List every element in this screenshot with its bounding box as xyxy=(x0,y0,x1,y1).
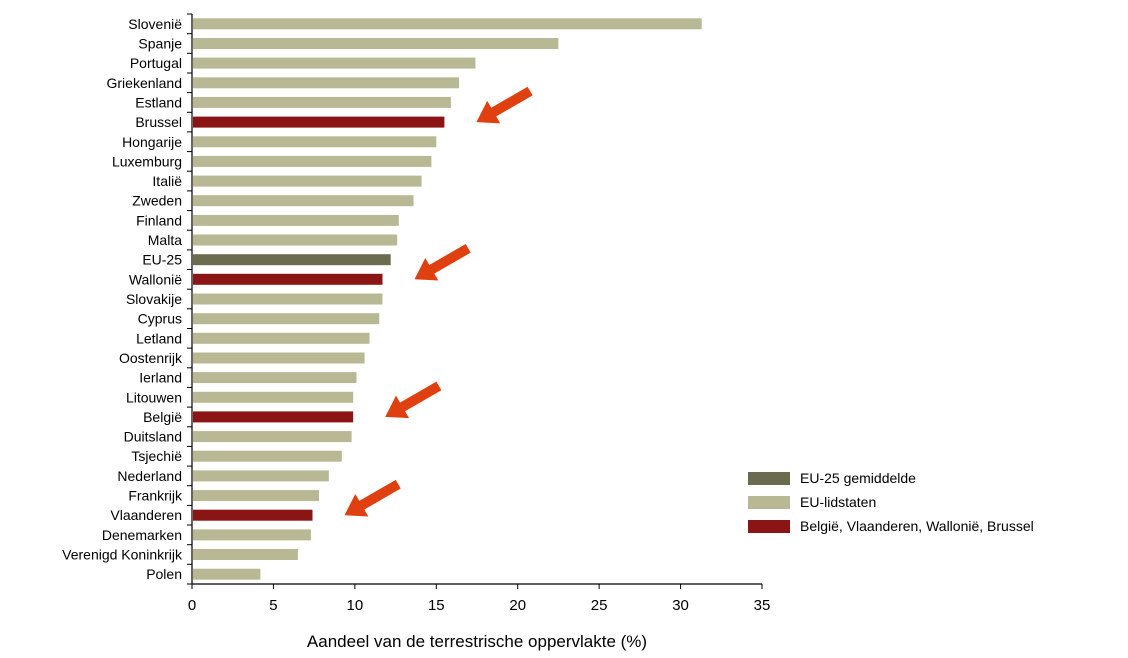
bar-letland xyxy=(193,332,370,344)
bar-ierland xyxy=(193,372,357,384)
bar-estland xyxy=(193,96,451,108)
arrow-belgi- xyxy=(385,381,442,419)
x-tick-label-30: 30 xyxy=(672,597,689,614)
category-label-walloni-: Wallonië xyxy=(129,271,182,287)
bar-polen xyxy=(193,568,261,580)
arrow-shape xyxy=(414,243,471,281)
x-tick-label-15: 15 xyxy=(428,597,445,614)
category-label-finland: Finland xyxy=(136,212,182,228)
legend-item-member: EU-lidstaten xyxy=(748,490,1034,514)
category-label-tsjechi-: Tsjechië xyxy=(131,448,182,464)
x-tick-label-0: 0 xyxy=(188,597,196,614)
category-label-luxemburg: Luxemburg xyxy=(112,153,182,169)
category-label-sloveni-: Slovenië xyxy=(128,16,182,32)
category-label-estland: Estland xyxy=(135,94,182,110)
bar-tsjechi- xyxy=(193,450,342,462)
x-tick-label-10: 10 xyxy=(347,597,364,614)
bar-walloni- xyxy=(193,273,383,285)
legend-swatch-belgium xyxy=(748,519,790,533)
category-label-griekenland: Griekenland xyxy=(107,75,183,91)
category-label-vlaanderen: Vlaanderen xyxy=(110,507,182,523)
category-label-portugal: Portugal xyxy=(130,55,182,71)
arrow-shape xyxy=(344,479,401,517)
category-labels-group: Slovenië Spanje Portugal Griekenland Estland… xyxy=(62,16,183,582)
x-tick-label-25: 25 xyxy=(591,597,608,614)
category-label-eu-25: EU-25 xyxy=(142,252,182,268)
bar-nederland xyxy=(193,470,329,482)
category-label-cyprus: Cyprus xyxy=(138,311,182,327)
category-label-denemarken: Denemarken xyxy=(102,527,182,543)
category-label-brussel: Brussel xyxy=(135,114,182,130)
category-label-litouwen: Litouwen xyxy=(126,389,182,405)
category-label-frankrijk: Frankrijk xyxy=(128,488,183,504)
category-label-itali-: Italië xyxy=(152,173,182,189)
bar-eu-25 xyxy=(193,254,391,266)
bar-brussel xyxy=(193,116,445,128)
arrow-shape xyxy=(385,381,442,419)
legend: EU-25 gemiddelde EU-lidstaten België, Vl… xyxy=(748,466,1034,538)
bar-slovakije xyxy=(193,293,383,305)
bar-denemarken xyxy=(193,529,311,541)
x-tick-label-35: 35 xyxy=(754,597,771,614)
bar-spanje xyxy=(193,38,559,49)
x-tick-label-5: 5 xyxy=(269,597,277,614)
legend-swatch-member xyxy=(748,495,790,509)
bar-finland xyxy=(193,214,399,226)
category-label-nederland: Nederland xyxy=(117,468,182,484)
bar-malta xyxy=(193,234,398,246)
arrow-shape xyxy=(476,86,533,124)
legend-label-member: EU-lidstaten xyxy=(800,494,877,510)
category-label-malta: Malta xyxy=(148,232,182,248)
category-label-duitsland: Duitsland xyxy=(124,429,182,445)
arrow-vlaanderen xyxy=(344,479,401,517)
category-label-polen: Polen xyxy=(146,566,182,582)
arrow-walloni- xyxy=(414,243,471,281)
category-label-verenigd-koninkrijk: Verenigd Koninkrijk xyxy=(62,547,183,563)
arrows-group xyxy=(344,86,533,517)
category-label-ierland: Ierland xyxy=(139,370,182,386)
bar-griekenland xyxy=(193,77,460,89)
category-label-zweden: Zweden xyxy=(132,193,182,209)
bar-belgi- xyxy=(193,411,354,423)
bar-cyprus xyxy=(193,313,380,325)
bar-sloveni- xyxy=(193,18,702,30)
bar-verenigd-koninkrijk xyxy=(193,549,298,560)
bar-oostenrijk xyxy=(193,352,365,364)
category-label-hongarije: Hongarije xyxy=(122,134,182,150)
legend-item-belgium: België, Vlaanderen, Wallonië, Brussel xyxy=(748,514,1034,538)
bar-portugal xyxy=(193,57,476,69)
bars-group xyxy=(193,18,702,580)
axes-group: 0 5 10 15 20 25 30 35 xyxy=(187,13,771,614)
legend-label-eu: EU-25 gemiddelde xyxy=(800,470,916,486)
x-axis-title: Aandeel van de terrestrische oppervlakte… xyxy=(306,632,648,651)
legend-label-belgium: België, Vlaanderen, Wallonië, Brussel xyxy=(800,518,1034,534)
category-label-slovakije: Slovakije xyxy=(126,291,182,307)
category-label-spanje: Spanje xyxy=(138,36,182,52)
category-label-letland: Letland xyxy=(136,330,182,346)
legend-item-eu: EU-25 gemiddelde xyxy=(748,466,1034,490)
bar-duitsland xyxy=(193,431,352,443)
bar-frankrijk xyxy=(193,490,319,502)
legend-swatch-eu xyxy=(748,471,790,485)
category-label-belgi-: België xyxy=(143,409,182,425)
bar-vlaanderen xyxy=(193,509,313,521)
category-label-oostenrijk: Oostenrijk xyxy=(119,350,183,366)
bar-litouwen xyxy=(193,391,354,403)
bar-itali- xyxy=(193,175,422,187)
bar-luxemburg xyxy=(193,155,432,167)
x-tick-label-20: 20 xyxy=(509,597,526,614)
bar-zweden xyxy=(193,195,414,207)
bar-hongarije xyxy=(193,136,437,148)
arrow-brussel xyxy=(476,86,533,124)
